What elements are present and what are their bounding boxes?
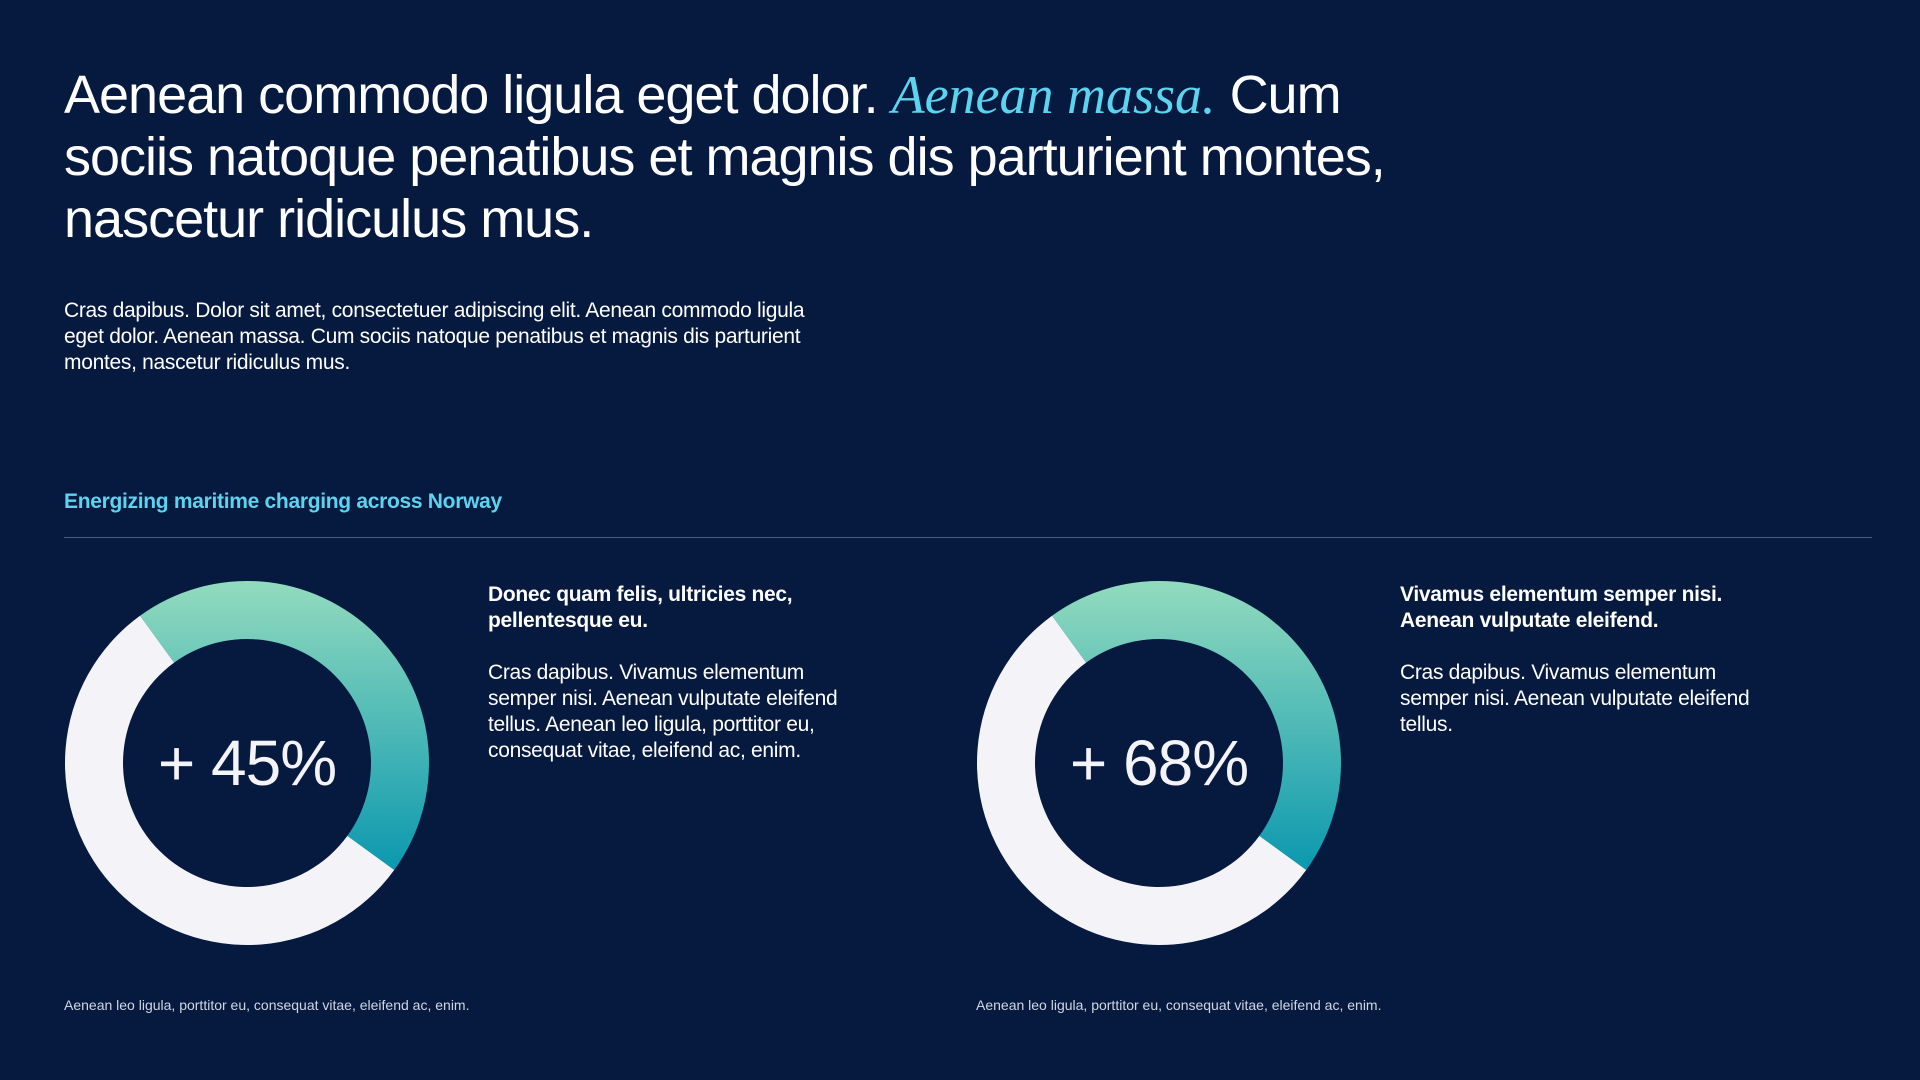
stat-panel-1: + 45% Donec quam felis, ultricies nec, p… <box>64 580 964 1020</box>
panel-body-1: Cras dapibus. Vivamus elementum semper n… <box>488 661 838 762</box>
panel-body-2: Cras dapibus. Vivamus elementum semper n… <box>1400 661 1750 736</box>
donut-center-value-2: + 68% <box>1069 727 1249 799</box>
section-divider <box>64 537 1872 538</box>
panel-text-1: Donec quam felis, ultricies nec, pellent… <box>488 582 868 764</box>
panel-heading-2: Vivamus elementum semper nisi. Aenean vu… <box>1400 583 1723 632</box>
donut-1-slice-remainder <box>64 615 395 945</box>
donut-chart-1-svg <box>64 581 430 945</box>
headline-part-1: Aenean commodo ligula eget dolor. <box>64 65 879 125</box>
donut-center-value-1: + 45% <box>157 727 337 799</box>
donut-2-slice-remainder <box>977 615 1307 945</box>
panel-heading-1: Donec quam felis, ultricies nec, pellent… <box>488 583 793 632</box>
intro-paragraph: Cras dapibus. Dolor sit amet, consectetu… <box>64 299 805 374</box>
donut-1-slice-highlighted <box>140 581 430 870</box>
donut-chart-2-svg <box>977 581 1341 945</box>
footnote-1: Aenean leo ligula, porttitor eu, consequ… <box>64 997 470 1013</box>
section-title: Energizing maritime charging across Norw… <box>64 490 502 513</box>
stat-panel-2: + 68% Vivamus elementum semper nisi. Aen… <box>976 580 1876 1020</box>
donut-chart-1: + 45% <box>64 580 430 946</box>
donut-2-slice-highlighted <box>1052 581 1341 870</box>
footnote-2: Aenean leo ligula, porttitor eu, consequ… <box>976 997 1382 1013</box>
donut-chart-2: + 68% <box>976 580 1342 946</box>
headline-part-2: Cum sociis natoque penatibus et magnis d… <box>64 65 1386 249</box>
headline-accent: Aenean massa. <box>891 65 1216 125</box>
page-headline: Aenean commodo ligula eget dolor. Aenean… <box>64 64 1464 250</box>
panel-text-2: Vivamus elementum semper nisi. Aenean vu… <box>1400 582 1780 738</box>
